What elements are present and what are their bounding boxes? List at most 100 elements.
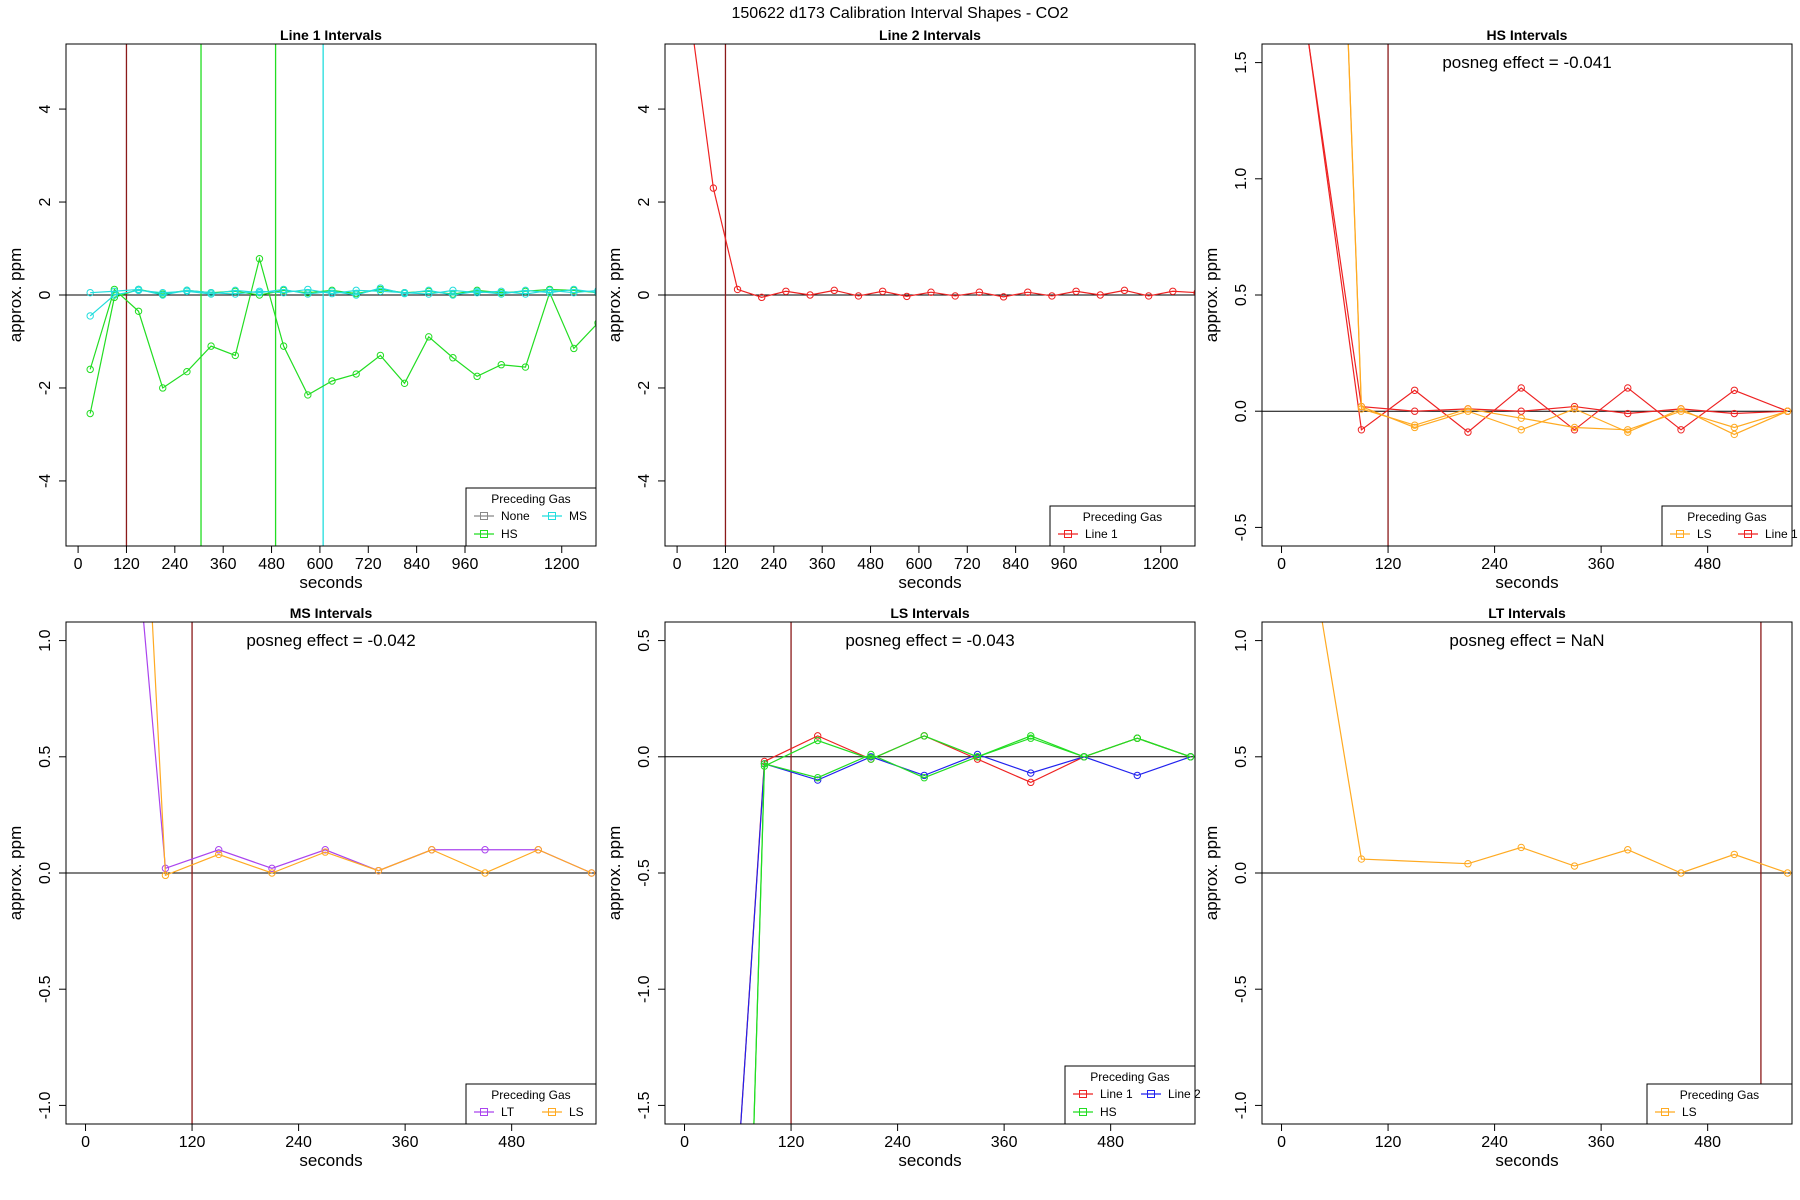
data-point: [1624, 428, 1632, 436]
data-point: [134, 285, 143, 294]
data-point: [321, 846, 329, 854]
data-point: [1517, 384, 1525, 392]
x-tick-label: 840: [403, 556, 430, 573]
data-point: [1410, 407, 1419, 415]
data-point: [473, 288, 481, 297]
legend-swatch: [1661, 1108, 1669, 1116]
y-tick-label: 1.0: [1233, 629, 1250, 651]
legend: Preceding Gas LT LS: [465, 1083, 597, 1125]
y-tick-label: -0.5: [1233, 975, 1250, 1003]
data-point: [1517, 414, 1525, 422]
x-tick-label: 0: [673, 556, 682, 573]
data-point: [733, 285, 742, 294]
y-tick-label: 2: [37, 197, 54, 206]
x-tick-label: 600: [307, 556, 334, 573]
x-tick-label: 0: [1277, 1134, 1286, 1151]
data-point: [134, 307, 143, 315]
y-axis-label: approx. ppm: [1202, 826, 1221, 921]
data-point: [268, 869, 276, 877]
x-tick-label: 840: [1002, 556, 1029, 573]
data-point: [1144, 292, 1153, 300]
legend: Preceding Gas Line 1: [1049, 505, 1196, 547]
panel-ls: LS Intervals 0 120 240 360 480 seconds -1.5 -1.0…: [605, 605, 1201, 1170]
data-point: [1624, 426, 1632, 434]
data-point: [521, 290, 530, 298]
data-point: [425, 290, 433, 298]
data-point: [400, 288, 409, 297]
data-point: [570, 288, 578, 297]
x-tick-label: 120: [1375, 556, 1402, 573]
data-point: [110, 285, 119, 294]
data-point: [1730, 423, 1738, 432]
x-tick-label: 0: [81, 1134, 90, 1151]
data-point: [321, 848, 329, 856]
legend-title: Preceding Gas: [1680, 1088, 1759, 1102]
legend-swatch: [1079, 1108, 1087, 1116]
x-tick-label: 0: [1277, 556, 1286, 573]
x-tick-label: 240: [1481, 556, 1508, 573]
x-tick-label: 240: [884, 1134, 911, 1151]
data-point: [183, 367, 191, 376]
x-tick-label: 480: [1097, 1134, 1124, 1151]
series-line-3: [1347, 44, 1788, 431]
panel-ms: MS Intervals 0 120 240 360 480 seconds -1.0 -0.5…: [6, 605, 597, 1170]
data-point: [1096, 291, 1104, 299]
data-point: [255, 287, 264, 295]
data-point: [159, 384, 167, 392]
data-point: [1133, 734, 1141, 742]
y-tick-label: 0: [37, 290, 54, 299]
legend-entry: LS: [569, 1105, 584, 1119]
data-point: [214, 846, 223, 854]
x-tick-label: 480: [1694, 1134, 1721, 1151]
x-tick-label: 120: [778, 1134, 805, 1151]
legend: Preceding Gas None MS HS: [465, 487, 597, 547]
data-point: [231, 351, 239, 360]
data-point: [497, 287, 505, 295]
series-line-3: [90, 288, 596, 296]
x-tick-label: 360: [1588, 556, 1615, 573]
data-point: [1677, 405, 1685, 413]
y-tick-label: 4: [636, 105, 653, 114]
panel-title: Line 2 Intervals: [879, 27, 981, 43]
series-line-0: [1321, 622, 1788, 874]
y-tick-label: -4: [636, 474, 653, 488]
y-tick-label: 1.0: [1233, 168, 1250, 190]
panel-title: HS Intervals: [1487, 27, 1568, 43]
legend-entry: MS: [569, 509, 587, 523]
data-point: [709, 184, 718, 192]
data-point: [1464, 407, 1472, 415]
data-point: [973, 755, 982, 763]
data-point: [1027, 734, 1035, 742]
data-point: [1193, 289, 1195, 296]
series-line-0: [143, 622, 592, 874]
x-axis-label: seconds: [299, 573, 362, 592]
y-tick-label: -1.5: [636, 1092, 653, 1120]
y-tick-label: -4: [37, 474, 54, 488]
x-tick-label: 960: [452, 556, 479, 573]
y-tick-label: 0.5: [1233, 284, 1250, 306]
data-point: [352, 291, 360, 299]
series-line-1: [740, 753, 1191, 1124]
data-point: [497, 361, 505, 369]
data-point: [86, 312, 94, 320]
x-axis-label: seconds: [898, 573, 961, 592]
legend-swatch: [480, 530, 488, 538]
data-point: [159, 288, 167, 297]
data-point: [867, 755, 875, 763]
data-point: [1570, 426, 1579, 434]
y-tick-label: 4: [37, 105, 54, 114]
data-point: [1730, 409, 1738, 418]
panel-title: LS Intervals: [890, 605, 970, 621]
data-point: [951, 292, 959, 300]
data-point: [594, 287, 596, 294]
data-point: [1624, 846, 1632, 854]
y-tick-label: 0.0: [1233, 862, 1250, 884]
y-tick-label: -1.0: [636, 975, 653, 1003]
data-point: [878, 287, 887, 295]
data-point: [449, 286, 457, 295]
legend-entry: Line 2: [1168, 1087, 1201, 1101]
data-point: [1410, 386, 1419, 394]
data-point: [352, 370, 360, 378]
data-point: [1730, 430, 1738, 439]
